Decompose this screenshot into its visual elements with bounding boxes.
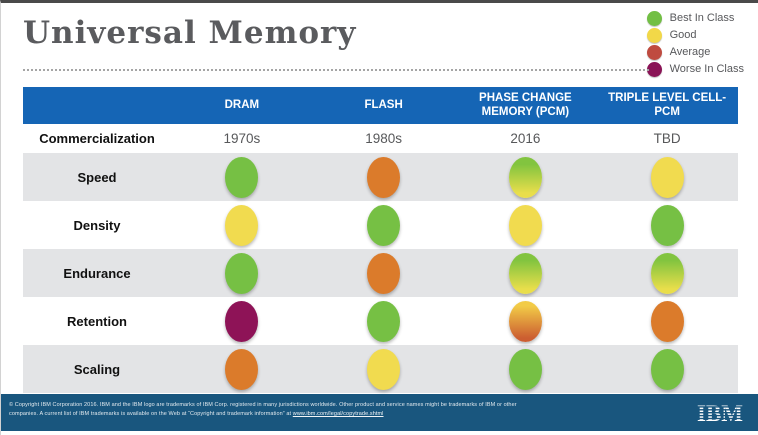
legend-dot-good-icon: [646, 27, 662, 43]
comparison-table: DRAM FLASH PHASE CHANGE MEMORY (PCM) TRI…: [23, 87, 738, 393]
header-cell-pcm: PHASE CHANGE MEMORY (PCM): [479, 91, 572, 118]
legend-dot-worse-in-class-icon: [646, 61, 662, 77]
rating-circle: [225, 300, 259, 342]
row-label: Retention: [67, 313, 127, 329]
header-cell-dram: DRAM: [224, 98, 260, 111]
legend-label: Good: [669, 29, 697, 41]
rating-circle: [508, 348, 542, 390]
copyright-text: © Copyright IBM Corporation 2016. IBM an…: [9, 401, 749, 419]
page-title: Universal Memory: [23, 15, 357, 51]
rating-circle: [367, 252, 401, 294]
legend-item-good: Good: [646, 27, 744, 43]
rating-circle: [367, 300, 401, 342]
legend-item-worse-in-class: Worse In Class: [646, 61, 744, 77]
rating-circle: [508, 252, 542, 294]
table-header-row: DRAM FLASH PHASE CHANGE MEMORY (PCM) TRI…: [23, 87, 738, 124]
copyright-link[interactable]: www.ibm.com/legal/copytrade.shtml: [292, 411, 384, 418]
row-label: Speed: [77, 169, 117, 185]
row-label: Endurance: [63, 265, 131, 281]
row-label: Scaling: [73, 361, 121, 377]
legend-dot-best-in-class-icon: [646, 10, 662, 26]
table-row-retention: Retention: [23, 297, 738, 345]
commercialization-dram: 1970s: [223, 131, 261, 146]
rating-circle: [367, 348, 401, 390]
commercialization-pcm: 2016: [510, 131, 541, 146]
legend: Best In Class Good Average Worse In Clas…: [646, 10, 744, 77]
row-label: Density: [73, 217, 121, 233]
footer-bar: © Copyright IBM Corporation 2016. IBM an…: [1, 394, 758, 431]
commercialization-tlc-pcm: TBD: [653, 131, 681, 146]
rating-circle: [225, 156, 259, 198]
copyright-line2: companies. A current list of IBM tradema…: [9, 411, 293, 418]
rating-circle: [508, 156, 542, 198]
legend-label: Worse In Class: [669, 63, 744, 75]
table-row-commercialization: Commercialization 1970s 1980s 2016 TBD: [23, 124, 738, 153]
row-label: Commercialization: [39, 131, 155, 146]
rating-circle: [225, 204, 259, 246]
rating-circle: [225, 252, 259, 294]
header-cell-tlc-pcm: TRIPLE LEVEL CELL-PCM: [608, 91, 727, 118]
legend-dot-average-icon: [646, 44, 662, 60]
rating-circle: [508, 204, 542, 246]
legend-label: Average: [669, 46, 711, 58]
ibm-logo: IBM: [693, 399, 747, 431]
rating-circle: [367, 156, 401, 198]
slide-header: Universal Memory Best In Class Good Aver…: [1, 3, 758, 87]
table-row-speed: Speed: [23, 153, 738, 201]
rating-circle: [508, 300, 542, 342]
rating-circle: [650, 300, 684, 342]
ibm-logo-text: IBM: [697, 401, 743, 426]
table-row-endurance: Endurance: [23, 249, 738, 297]
rating-circle: [650, 204, 684, 246]
rating-circle: [225, 348, 259, 390]
rating-circle: [650, 156, 684, 198]
rating-circle: [650, 348, 684, 390]
table-row-scaling: Scaling: [23, 345, 738, 393]
header-cell-flash: FLASH: [364, 98, 403, 111]
commercialization-flash: 1980s: [365, 131, 403, 146]
legend-item-best-in-class: Best In Class: [646, 10, 744, 26]
rating-circle: [650, 252, 684, 294]
legend-item-average: Average: [646, 44, 744, 60]
copyright-line1: © Copyright IBM Corporation 2016. IBM an…: [9, 402, 517, 408]
table-row-density: Density: [23, 201, 738, 249]
rating-circle: [367, 204, 401, 246]
dotted-divider: [23, 69, 649, 71]
legend-label: Best In Class: [669, 12, 735, 24]
